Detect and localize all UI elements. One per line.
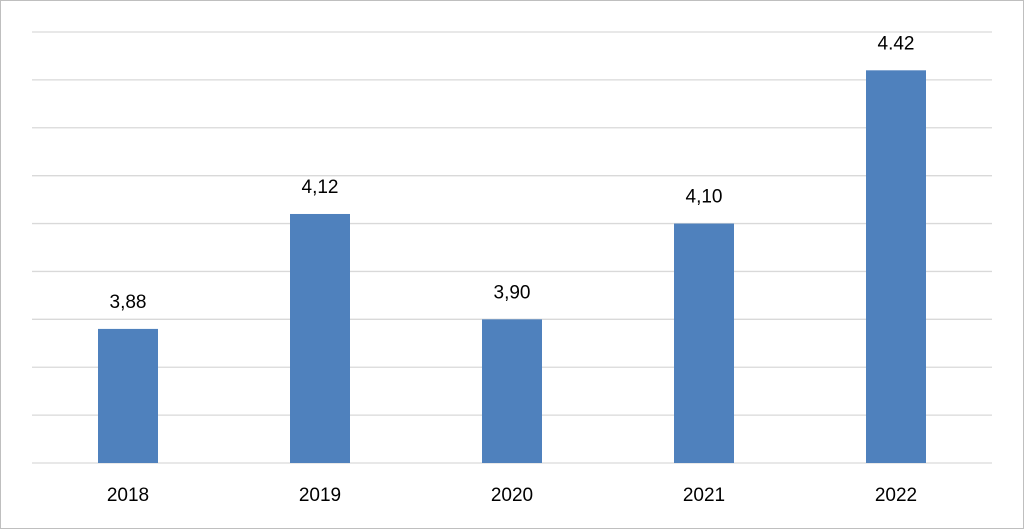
x-tick-label: 2022 bbox=[875, 485, 917, 506]
data-label: 3,90 bbox=[494, 282, 531, 303]
data-label: 4.42 bbox=[878, 33, 915, 54]
bar bbox=[482, 319, 542, 463]
data-label: 4,10 bbox=[686, 187, 723, 208]
bar bbox=[98, 328, 158, 463]
x-tick-label: 2020 bbox=[491, 485, 533, 506]
x-tick-label: 2021 bbox=[683, 485, 725, 506]
bar bbox=[674, 223, 734, 463]
data-label: 4,12 bbox=[302, 177, 339, 198]
x-tick-label: 2019 bbox=[299, 485, 341, 506]
bar bbox=[290, 213, 350, 463]
bar bbox=[866, 70, 926, 464]
x-tick-label: 2018 bbox=[107, 485, 149, 506]
data-label: 3,88 bbox=[110, 292, 147, 313]
